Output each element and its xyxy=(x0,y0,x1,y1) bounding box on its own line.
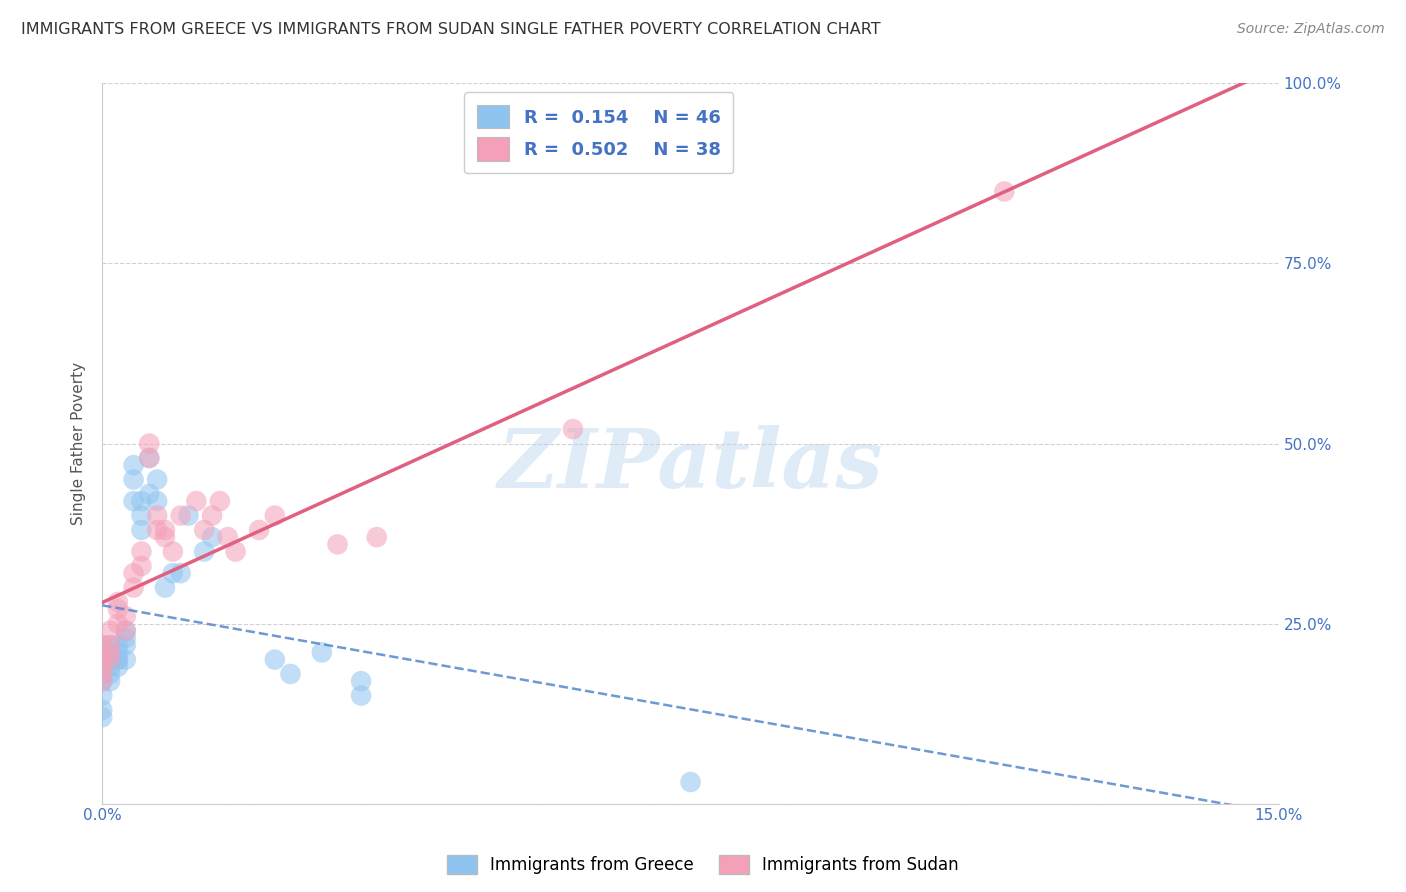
Point xyxy=(122,473,145,487)
Point xyxy=(280,667,302,681)
Point xyxy=(186,494,208,508)
Point xyxy=(193,544,215,558)
Point xyxy=(138,450,160,465)
Point xyxy=(177,508,200,523)
Point xyxy=(114,652,136,666)
Point xyxy=(146,473,169,487)
Point xyxy=(98,638,121,652)
Point xyxy=(91,667,114,681)
Point xyxy=(131,494,153,508)
Point xyxy=(350,689,373,703)
Point xyxy=(146,508,169,523)
Point xyxy=(98,652,121,666)
Legend: R =  0.154    N = 46, R =  0.502    N = 38: R = 0.154 N = 46, R = 0.502 N = 38 xyxy=(464,93,734,173)
Point xyxy=(366,530,388,544)
Point xyxy=(107,652,129,666)
Point xyxy=(98,660,121,674)
Point xyxy=(114,631,136,645)
Point xyxy=(114,624,136,638)
Point xyxy=(91,652,114,666)
Point xyxy=(131,523,153,537)
Point xyxy=(263,652,285,666)
Point xyxy=(162,566,184,581)
Point xyxy=(201,530,224,544)
Point xyxy=(107,638,129,652)
Text: Source: ZipAtlas.com: Source: ZipAtlas.com xyxy=(1237,22,1385,37)
Point xyxy=(122,581,145,595)
Text: ZIPatlas: ZIPatlas xyxy=(498,425,883,505)
Point xyxy=(91,638,114,652)
Point xyxy=(91,710,114,724)
Point xyxy=(98,667,121,681)
Point xyxy=(225,544,247,558)
Point xyxy=(107,652,129,666)
Point xyxy=(146,523,169,537)
Point xyxy=(91,652,114,666)
Text: IMMIGRANTS FROM GREECE VS IMMIGRANTS FROM SUDAN SINGLE FATHER POVERTY CORRELATIO: IMMIGRANTS FROM GREECE VS IMMIGRANTS FRO… xyxy=(21,22,880,37)
Point xyxy=(98,652,121,666)
Point xyxy=(326,537,349,551)
Point xyxy=(153,530,176,544)
Point xyxy=(107,616,129,631)
Point xyxy=(217,530,239,544)
Point xyxy=(98,652,121,666)
Point xyxy=(153,523,176,537)
Point xyxy=(146,494,169,508)
Point xyxy=(169,508,191,523)
Point xyxy=(91,652,114,666)
Point xyxy=(122,566,145,581)
Point xyxy=(193,523,215,537)
Point xyxy=(107,595,129,609)
Point xyxy=(98,645,121,659)
Point xyxy=(98,645,121,659)
Point xyxy=(114,609,136,624)
Point xyxy=(153,581,176,595)
Point xyxy=(91,703,114,717)
Point xyxy=(107,660,129,674)
Point xyxy=(98,674,121,689)
Point xyxy=(91,660,114,674)
Point xyxy=(122,458,145,472)
Point xyxy=(561,422,583,436)
Point xyxy=(169,566,191,581)
Y-axis label: Single Father Poverty: Single Father Poverty xyxy=(72,362,86,525)
Point xyxy=(107,645,129,659)
Point xyxy=(131,544,153,558)
Point xyxy=(114,624,136,638)
Point xyxy=(138,487,160,501)
Point xyxy=(131,558,153,573)
Point xyxy=(91,689,114,703)
Point xyxy=(122,494,145,508)
Point xyxy=(208,494,231,508)
Point xyxy=(138,450,160,465)
Point xyxy=(91,667,114,681)
Point xyxy=(91,674,114,689)
Point xyxy=(263,508,285,523)
Point xyxy=(98,638,121,652)
Point xyxy=(201,508,224,523)
Point xyxy=(98,624,121,638)
Point xyxy=(138,436,160,450)
Point xyxy=(679,775,702,789)
Point xyxy=(162,544,184,558)
Point xyxy=(91,674,114,689)
Point xyxy=(107,602,129,616)
Point xyxy=(114,638,136,652)
Point xyxy=(350,674,373,689)
Point xyxy=(91,638,114,652)
Legend: Immigrants from Greece, Immigrants from Sudan: Immigrants from Greece, Immigrants from … xyxy=(441,850,965,880)
Point xyxy=(311,645,333,659)
Point xyxy=(993,185,1015,199)
Point xyxy=(131,508,153,523)
Point xyxy=(247,523,270,537)
